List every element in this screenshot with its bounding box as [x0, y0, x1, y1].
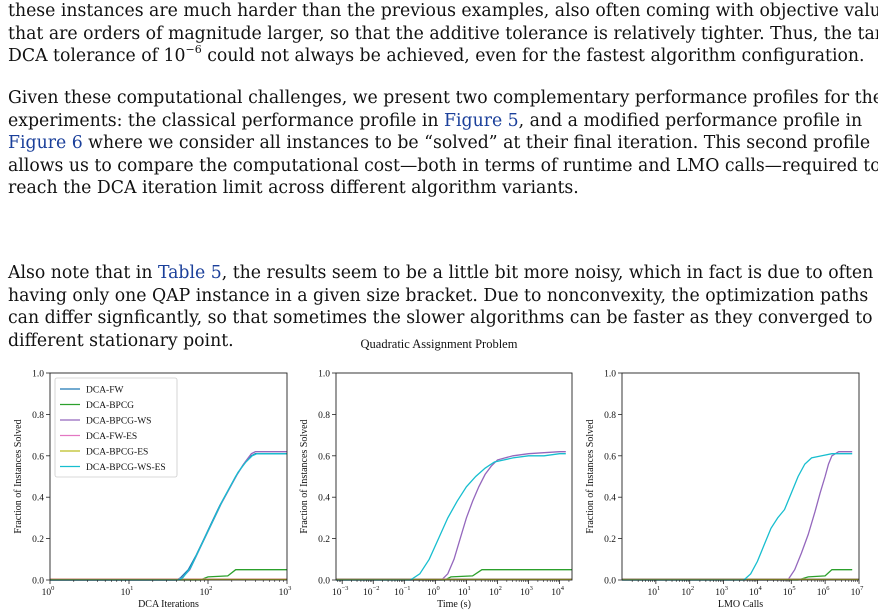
y-tick-label: 0.2	[318, 535, 330, 545]
paragraph: these instances are much harder than the…	[8, 0, 878, 68]
series-line-dca-bpcg-ws-es	[50, 453, 287, 581]
text-run: Also note that in	[8, 263, 158, 283]
text-run: , and a modified performance profile in	[518, 110, 863, 131]
y-tick-label: 0.0	[604, 577, 616, 587]
y-tick-label: 0.6	[318, 452, 330, 462]
text-line: Given these computational challenges, we…	[8, 87, 878, 110]
x-tick-label: 100	[42, 585, 55, 598]
series-line-dca-bpcg-ws-es	[622, 453, 853, 581]
legend-entry: DCA-BPCG-ES	[86, 448, 148, 458]
text-run: allows us to compare the computational c…	[8, 155, 878, 176]
y-axis-label: Fraction of Instances Solved	[585, 419, 596, 533]
x-axis-label: DCA Iterations	[138, 599, 199, 610]
axes-frame	[621, 372, 860, 581]
legend-entry: DCA-FW	[86, 386, 124, 396]
x-tick-label: 102	[489, 585, 502, 598]
y-axis-label: Fraction of Instances Solved	[13, 419, 24, 533]
series-line-dca-bpcg-ws	[622, 451, 853, 581]
text-line: Figure 6 where we consider all instances…	[8, 132, 870, 155]
x-tick-label: 106	[817, 585, 831, 598]
x-tick-label: 103	[715, 585, 728, 598]
legend-box	[54, 377, 178, 478]
text-line: Also note that in Table 5, the results s…	[8, 262, 873, 285]
y-tick-label: 0.4	[32, 494, 44, 504]
cross-reference-link[interactable]: Figure 6	[8, 133, 83, 153]
x-tick-label: 100	[427, 585, 440, 598]
text-run: different stationary point.	[8, 330, 234, 351]
x-tick-label: 104	[551, 585, 565, 598]
x-tick-label: 101	[647, 585, 660, 598]
axes-frame	[49, 372, 288, 581]
x-tick-label: 101	[121, 585, 134, 598]
y-tick-label: 1.0	[318, 370, 330, 380]
y-tick-label: 0.8	[318, 411, 330, 421]
text-run: DCA tolerance of 10	[8, 46, 186, 66]
x-tick-label: 102	[200, 585, 213, 598]
cross-reference-link[interactable]: Table 5	[157, 263, 222, 283]
panel-2: 0.0 0.2 0.4 0.6 0.8 1.0 10−3 10−2 10−1 100 101 102 1…	[299, 370, 573, 610]
legend-entry: DCA-BPCG-WS	[86, 417, 151, 427]
text-run: experiments: the classical performance p…	[8, 110, 444, 131]
x-tick-label: 10−1	[394, 585, 410, 598]
x-tick-label: 107	[851, 585, 865, 598]
y-tick-label: 0.0	[318, 577, 330, 587]
text-run: , the results seem to be a little bit mo…	[221, 263, 874, 283]
legend: DCA-FW DCA-BPCG DCA-BPCG-WS DCA-FW-ES DCA-BP…	[54, 377, 178, 478]
text-run: could not always be achieved, even for t…	[201, 46, 865, 66]
text-line: reach the DCA iteration limit across dif…	[8, 177, 870, 200]
text-line: different stationary point.	[8, 330, 870, 353]
text-run: these instances are much harder than the…	[8, 1, 878, 21]
text-line: these instances are much harder than the…	[8, 0, 878, 23]
series-line-dca-bpcg-ws	[336, 451, 566, 581]
text-line: experiments: the classical performance p…	[8, 110, 870, 133]
legend-entry: DCA-FW-ES	[86, 432, 137, 442]
y-tick-label: 0.2	[604, 535, 616, 545]
y-tick-label: 0.4	[604, 494, 616, 504]
panel-1: 0.0 0.2 0.4 0.6 0.8 1.0 100 101 102 103 DCA Iterat…	[13, 370, 291, 611]
cross-reference-link[interactable]: Figure 5	[443, 110, 519, 131]
y-tick-label: 0.2	[32, 535, 44, 545]
text-run: reach the DCA iteration limit across dif…	[8, 178, 579, 198]
panel-3: 0.0 0.2 0.4 0.6 0.8 1.0 101 102 103 104 105 106 107 L…	[585, 370, 864, 611]
text-line: allows us to compare the computational c…	[8, 155, 878, 178]
text-run: that are orders of magnitude larger, so …	[8, 23, 878, 44]
x-tick-label: 101	[458, 585, 471, 598]
y-tick-label: 0.4	[318, 494, 330, 504]
text-line: having only one QAP instance in a given …	[8, 285, 870, 308]
x-tick-label: 103	[520, 585, 533, 598]
y-tick-label: 0.8	[32, 411, 44, 421]
text-run: where we consider all instances to be “s…	[82, 133, 871, 153]
x-tick-label: 10−2	[363, 585, 379, 598]
y-tick-label: 0.6	[604, 452, 616, 462]
paragraph: Also note that in Table 5, the results s…	[8, 262, 878, 353]
figure-title: Quadratic Assignment Problem	[361, 337, 518, 351]
y-tick-label: 0.0	[32, 577, 44, 587]
paragraph: Given these computational challenges, we…	[8, 87, 878, 200]
text-run: can differ signficantly, so that sometim…	[8, 308, 878, 328]
y-tick-label: 1.0	[32, 370, 44, 380]
y-tick-label: 0.8	[604, 411, 616, 421]
text-line: DCA tolerance of 10−6 could not always b…	[8, 43, 870, 68]
text-line: that are orders of magnitude larger, so …	[8, 23, 878, 46]
legend-entry: DCA-BPCG	[86, 401, 134, 411]
x-axis-label: Time (s)	[437, 599, 471, 610]
superscript: −6	[185, 43, 202, 57]
y-tick-label: 0.6	[32, 452, 44, 462]
legend-entry: DCA-BPCG-WS-ES	[86, 463, 166, 473]
x-tick-label: 104	[749, 585, 763, 598]
x-axis-label: LMO Calls	[718, 599, 763, 610]
x-tick-label: 105	[783, 585, 796, 598]
y-tick-label: 1.0	[604, 370, 616, 380]
x-tick-label: 10−3	[332, 585, 348, 598]
text-run: having only one QAP instance in a given …	[8, 285, 869, 306]
figure-performance-profile: Quadratic Assignment Problem 0.00.20.40.…	[13, 337, 864, 611]
y-axis-label: Fraction of Instances Solved	[299, 419, 310, 533]
x-tick-label: 102	[681, 585, 694, 598]
axes-frame	[335, 372, 573, 581]
text-run: Given these computational challenges, we…	[8, 88, 878, 108]
series-line-dca-bpcg-ws-es	[336, 453, 566, 581]
x-tick-label: 103	[279, 585, 292, 598]
text-line: can differ signficantly, so that sometim…	[8, 307, 878, 330]
